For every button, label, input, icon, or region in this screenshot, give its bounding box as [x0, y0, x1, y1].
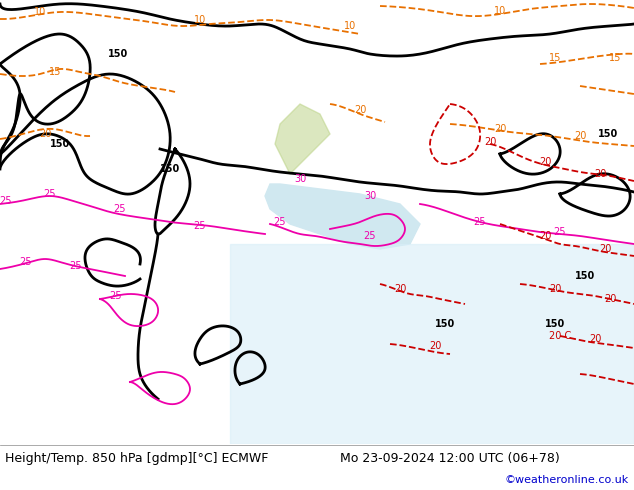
- Text: 150: 150: [50, 139, 70, 149]
- Text: 25: 25: [109, 291, 121, 301]
- Text: Mo 23-09-2024 12:00 UTC (06+78): Mo 23-09-2024 12:00 UTC (06+78): [340, 451, 560, 465]
- Text: 150: 150: [575, 271, 595, 281]
- Text: 15: 15: [49, 67, 61, 77]
- Text: 25: 25: [19, 257, 31, 267]
- Text: 10: 10: [34, 7, 46, 17]
- Text: 150: 150: [108, 49, 128, 59]
- Text: 25: 25: [364, 231, 376, 241]
- Text: 25: 25: [553, 227, 566, 237]
- Text: 25: 25: [274, 217, 286, 227]
- Polygon shape: [265, 184, 420, 249]
- Text: 20: 20: [394, 284, 406, 294]
- Text: 20: 20: [589, 334, 601, 344]
- Text: 25: 25: [0, 196, 11, 206]
- Text: 25: 25: [68, 261, 81, 271]
- Text: 20: 20: [39, 129, 51, 139]
- Text: 20: 20: [429, 341, 441, 351]
- Text: 150: 150: [435, 319, 455, 329]
- Text: 20: 20: [598, 244, 611, 254]
- Text: 150: 150: [598, 129, 618, 139]
- Text: 20: 20: [494, 124, 506, 134]
- Text: 20: 20: [484, 137, 496, 147]
- Text: 20: 20: [574, 131, 586, 141]
- Text: 25: 25: [44, 189, 56, 199]
- Text: 20 C: 20 C: [549, 331, 571, 341]
- Text: 25: 25: [474, 217, 486, 227]
- Text: 20: 20: [539, 157, 551, 167]
- Text: 25: 25: [194, 221, 206, 231]
- Text: 20: 20: [549, 284, 561, 294]
- Text: 10: 10: [344, 21, 356, 31]
- Text: 25: 25: [113, 204, 126, 214]
- Text: 30: 30: [294, 174, 306, 184]
- Text: 30: 30: [364, 191, 376, 201]
- Text: 150: 150: [160, 164, 180, 174]
- Bar: [230, 244, 634, 444]
- Text: 20: 20: [539, 231, 551, 241]
- Text: 150: 150: [545, 319, 565, 329]
- Text: 15: 15: [549, 53, 561, 63]
- Text: 10: 10: [194, 15, 206, 25]
- Text: 20: 20: [594, 169, 606, 179]
- Text: Height/Temp. 850 hPa [gdmp][°C] ECMWF: Height/Temp. 850 hPa [gdmp][°C] ECMWF: [5, 451, 268, 465]
- Text: 10: 10: [494, 6, 506, 16]
- Text: ©weatheronline.co.uk: ©weatheronline.co.uk: [505, 475, 629, 485]
- Text: 20: 20: [354, 105, 366, 115]
- Text: 20: 20: [604, 294, 616, 304]
- Text: 15: 15: [609, 53, 621, 63]
- Polygon shape: [275, 104, 330, 174]
